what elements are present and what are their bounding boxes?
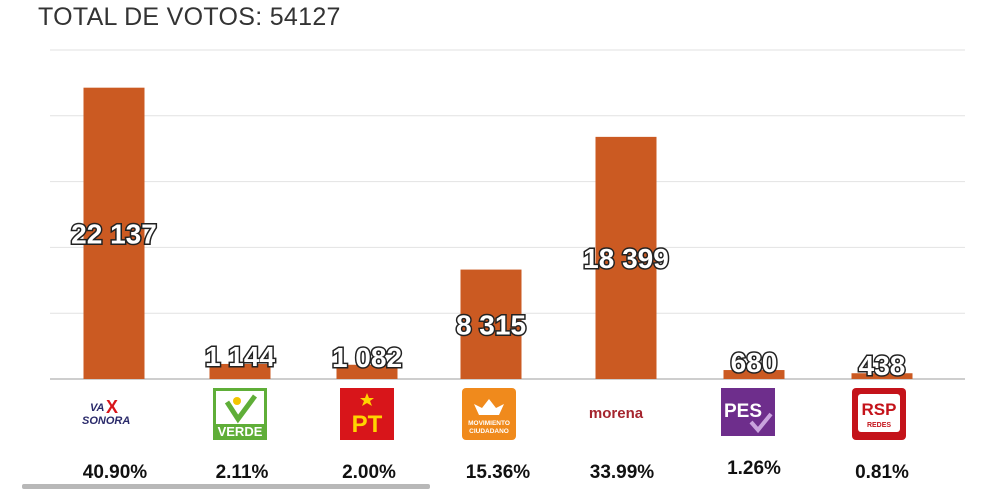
bar-value-label: 680 [731, 347, 778, 378]
bar-value-label: 8 315 [456, 309, 526, 340]
bar [723, 370, 785, 379]
percentage-label: 2.11% [215, 462, 269, 483]
svg-text:VERDE: VERDE [218, 424, 263, 439]
percentage-label: 2.00% [342, 462, 396, 483]
svg-text:VA: VA [90, 402, 105, 414]
percentage-label: 40.90% [82, 462, 148, 483]
percentage-label: 0.81% [855, 462, 909, 483]
movimiento-ciudadano-logo: MOVIMIENTO CIUDADANO [462, 388, 516, 440]
svg-text:MOVIMIENTO: MOVIMIENTO [468, 420, 510, 427]
bar [460, 269, 522, 379]
vaxsonora-logo: VA X SONORA [79, 388, 133, 440]
bar-value-label: 438 [859, 350, 906, 381]
rsp-logo: RSP REDES [852, 388, 906, 440]
bar-value-label: 18 399 [583, 243, 669, 274]
bar [83, 87, 145, 380]
pt-logo: PT [340, 388, 394, 440]
chart-title: TOTAL DE VOTOS: 54127 [38, 3, 341, 31]
svg-text:PES: PES [724, 401, 762, 422]
horizontal-scrollbar[interactable] [22, 484, 430, 489]
percentage-label: 33.99% [589, 462, 655, 483]
verde-logo: VERDE [213, 388, 267, 440]
svg-text:morena: morena [589, 405, 644, 422]
bar [209, 363, 271, 379]
bar-value-label: 1 082 [332, 342, 402, 373]
svg-text:CIUDADANO: CIUDADANO [469, 428, 509, 435]
percentage-label: 15.36% [465, 462, 531, 483]
bar-value-label: 22 137 [71, 218, 157, 249]
percentage-label: 1.26% [727, 458, 781, 479]
svg-text:REDES: REDES [867, 422, 891, 429]
svg-text:SONORA: SONORA [82, 415, 130, 427]
pes-logo: PES [721, 388, 775, 440]
bar [336, 364, 398, 379]
svg-text:X: X [106, 397, 118, 417]
morena-logo: morena [581, 388, 651, 440]
bar [851, 373, 913, 379]
bar [595, 136, 657, 379]
bar-value-label: 1 144 [205, 341, 275, 372]
svg-text:PT: PT [352, 411, 383, 438]
svg-text:RSP: RSP [862, 400, 897, 419]
